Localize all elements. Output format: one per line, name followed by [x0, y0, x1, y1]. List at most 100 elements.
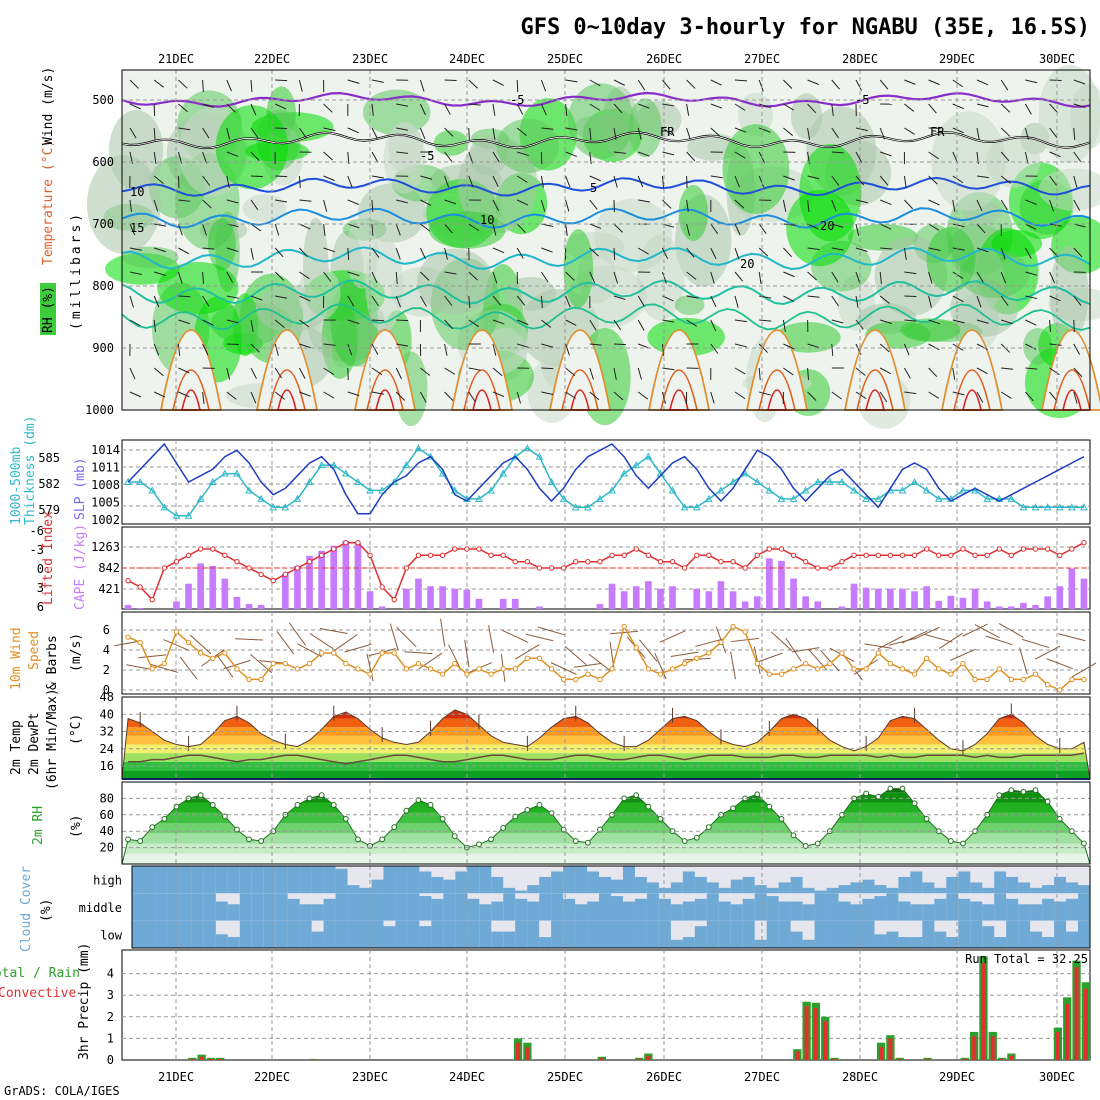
- lifted-index-marker: [270, 577, 276, 584]
- cloud-cover-cell: [395, 893, 408, 921]
- barb: [202, 175, 211, 186]
- thickness-line-marker: [765, 486, 774, 494]
- barb: [855, 271, 861, 284]
- cape-bar: [124, 604, 132, 609]
- barb: [468, 391, 476, 403]
- barb: [880, 151, 892, 157]
- barb: [807, 127, 811, 140]
- rh-tick: 40: [100, 824, 114, 838]
- barb: [976, 391, 984, 403]
- axis-tick: 582: [38, 477, 60, 491]
- rh-blob: [383, 122, 426, 194]
- cloud-cover-cell: [754, 939, 768, 948]
- temp-grid: [122, 697, 1090, 779]
- cloud-cover-cell: [419, 871, 432, 894]
- cloud-cover-cell: [155, 866, 169, 894]
- barb: [710, 247, 717, 260]
- barb: [323, 199, 328, 212]
- cloud-cover-cell: [251, 866, 265, 894]
- bottom-day-label: 26DEC: [646, 1070, 682, 1084]
- cloud-cover-cell: [132, 893, 145, 921]
- barb: [565, 79, 578, 83]
- rh-band: [122, 833, 1090, 844]
- warm-plume-inner: [267, 369, 307, 411]
- rh-swatch: [40, 283, 56, 335]
- rh-blob: [121, 246, 179, 268]
- barb: [178, 199, 191, 202]
- lifted-index-marker: [923, 546, 930, 552]
- cloud-cover-cell: [347, 920, 361, 948]
- barb: [492, 319, 505, 325]
- cloud-cover-cell: [359, 887, 372, 894]
- cloud-cover-cell: [539, 876, 552, 894]
- wind-speed-marker: [911, 671, 918, 677]
- barb: [928, 391, 940, 399]
- thickness-line-marker: [596, 494, 604, 502]
- barb: [879, 271, 882, 284]
- barb: [831, 103, 834, 116]
- barb: [879, 127, 885, 140]
- rh-blob: [505, 276, 556, 311]
- lifted-index-marker: [536, 565, 543, 571]
- wind-barb: [488, 625, 495, 653]
- cloud-cover-cell: [275, 920, 289, 948]
- cloud-cover-cell: [539, 893, 552, 921]
- contour-label: 20: [820, 219, 834, 233]
- barb: [420, 271, 430, 281]
- lifted-index-marker: [331, 546, 337, 552]
- wind-speed-marker: [802, 660, 809, 667]
- footer-credit: GrADS: COLA/IGES: [4, 1084, 120, 1098]
- wind-barb: [753, 646, 761, 675]
- cloud-cover-cell: [994, 871, 1007, 894]
- cloud-cover-cell: [778, 920, 792, 948]
- cloud-cover-cell: [311, 866, 325, 894]
- cape-bar: [766, 558, 773, 609]
- barb: [710, 175, 723, 179]
- lifted-index-marker: [439, 552, 446, 559]
- axis-tick: 0: [103, 683, 110, 697]
- bottom-day-label: 27DEC: [744, 1070, 780, 1084]
- convective-bar: [516, 1042, 521, 1060]
- precip-tick: 4: [107, 967, 114, 981]
- barb: [589, 175, 601, 182]
- cloud-cover-cell: [167, 893, 181, 921]
- wind-barb: [189, 634, 212, 655]
- rh-marker: [923, 816, 930, 822]
- wind-speed-marker: [887, 660, 894, 667]
- slp-frame: [121, 439, 1091, 525]
- slp-grid: [122, 440, 1090, 524]
- barb: [323, 127, 336, 132]
- rh-marker: [1020, 788, 1027, 795]
- convective-bar: [646, 1055, 651, 1060]
- wind-speed-marker: [1008, 676, 1015, 683]
- barb: [1024, 127, 1029, 140]
- barb: [371, 151, 379, 163]
- rh-marker: [500, 825, 507, 831]
- cape-bar: [257, 604, 265, 609]
- cloud-cover-cell: [814, 890, 828, 894]
- cloud-cover-cell: [766, 920, 780, 948]
- barb: [710, 223, 719, 235]
- wind-barb: [588, 653, 612, 672]
- temp-band: [122, 770, 1090, 779]
- cloud-empty: [718, 866, 732, 894]
- lifted-index-marker: [887, 552, 894, 559]
- lifted-index-marker: [948, 552, 954, 559]
- wind-barb: [366, 653, 374, 682]
- precip-label-b: Convective: [0, 986, 76, 1001]
- rh-marker: [730, 805, 736, 812]
- contour-label: -5: [420, 149, 434, 163]
- cape-bar: [427, 586, 434, 609]
- barb: [323, 151, 333, 161]
- wind-barb: [670, 651, 699, 657]
- barb: [783, 343, 795, 350]
- cloud-cover-cell: [527, 901, 540, 921]
- rh-band: [122, 843, 1090, 854]
- rh-marker: [1032, 787, 1039, 794]
- barb: [299, 319, 310, 328]
- wind-speed-marker: [645, 666, 652, 672]
- barb: [903, 367, 911, 379]
- lifted-index-marker: [996, 546, 1002, 552]
- barb: [928, 343, 940, 351]
- lifted-index-marker: [899, 552, 906, 559]
